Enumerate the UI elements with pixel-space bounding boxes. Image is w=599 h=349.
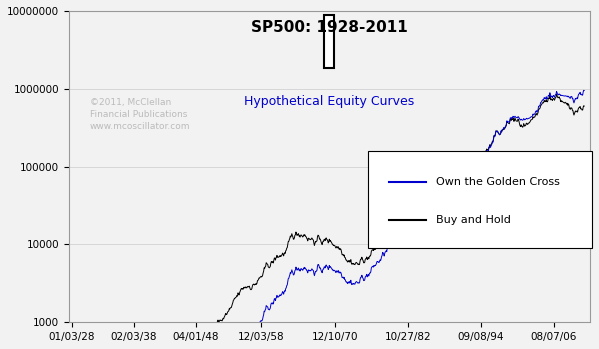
Text: Hypothetical Equity Curves: Hypothetical Equity Curves bbox=[244, 95, 415, 108]
Text: Own the Golden Cross: Own the Golden Cross bbox=[436, 177, 560, 187]
Text: ©2011, McClellan
Financial Publications
www.mcoscillator.com: ©2011, McClellan Financial Publications … bbox=[90, 98, 190, 131]
FancyBboxPatch shape bbox=[368, 151, 592, 247]
Text: SP500: 1928-2011: SP500: 1928-2011 bbox=[251, 20, 408, 35]
Text: Buy and Hold: Buy and Hold bbox=[436, 215, 511, 224]
